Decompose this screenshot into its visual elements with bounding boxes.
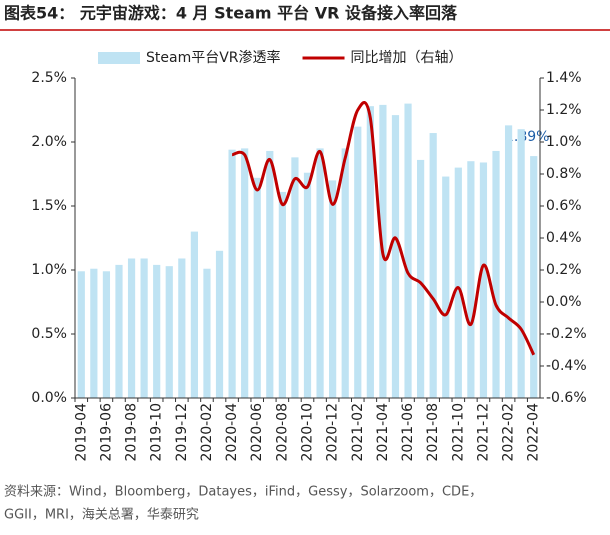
x-tick-label: 2021-06 xyxy=(400,403,416,462)
y2-tick-label: 0.2% xyxy=(546,262,582,278)
source: GGII，MRI，海关总署，华泰研究 xyxy=(4,508,199,523)
y-tick-label: 0.5% xyxy=(31,326,67,342)
bar xyxy=(140,258,148,398)
chart-title: 图表54： 元宇宙游戏：4 月 Steam 平台 VR 设备接入率回落 xyxy=(4,4,458,23)
bar xyxy=(215,250,224,398)
source: 资料来源：Wind，Bloomberg，Datayes，iFind，Gessy，… xyxy=(4,485,482,500)
bar xyxy=(316,148,324,398)
x-tick-label: 2021-12 xyxy=(475,403,491,462)
x-tick-label: 2022-02 xyxy=(501,403,517,462)
x-tick-label: 2021-02 xyxy=(350,403,366,462)
bar xyxy=(291,157,299,398)
y2-tick-label: -0.2% xyxy=(546,326,587,342)
x-tick-label: 2019-04 xyxy=(73,403,89,462)
bar xyxy=(354,126,362,398)
legend-swatch xyxy=(98,52,140,64)
bar xyxy=(517,129,525,398)
y2-tick-label: -0.4% xyxy=(546,358,587,374)
y-tick-label: 2.5% xyxy=(31,70,67,86)
bar xyxy=(454,167,462,398)
y2-tick-label: 1.4% xyxy=(546,70,582,86)
bar xyxy=(329,180,337,398)
annotation: 1.89% xyxy=(505,129,549,145)
bar xyxy=(178,258,186,398)
x-tick-label: 2021-04 xyxy=(375,403,391,462)
x-tick-label: 2021-10 xyxy=(450,403,466,462)
x-tick-label: 2020-02 xyxy=(199,403,215,462)
bar xyxy=(153,264,161,398)
x-tick-label: 2019-10 xyxy=(149,403,165,462)
bar xyxy=(429,133,437,399)
y2-tick-label: 1.2% xyxy=(546,102,582,118)
bar xyxy=(492,150,500,398)
bar xyxy=(115,264,123,398)
x-tick-label: 2020-12 xyxy=(325,403,341,462)
bar xyxy=(266,150,274,398)
y2-tick-label: 0.8% xyxy=(546,166,582,182)
x-tick-label: 2020-04 xyxy=(224,403,240,462)
y-tick-label: 1.5% xyxy=(31,198,67,214)
bar xyxy=(504,125,513,399)
bar xyxy=(479,162,488,398)
bar xyxy=(77,271,85,398)
y2-tick-label: -0.6% xyxy=(546,390,587,406)
bar xyxy=(253,177,261,398)
bar xyxy=(391,115,400,399)
bar xyxy=(530,156,538,398)
y2-tick-label: 0.0% xyxy=(546,294,582,310)
x-tick-label: 2019-06 xyxy=(98,403,114,462)
bar xyxy=(417,159,425,398)
x-tick-label: 2020-06 xyxy=(249,403,265,462)
x-tick-label: 2019-08 xyxy=(124,403,140,462)
x-tick-label: 2019-12 xyxy=(174,403,190,462)
bar xyxy=(404,103,412,398)
x-tick-label: 2021-08 xyxy=(425,403,441,462)
bar xyxy=(127,258,136,398)
y2-tick-label: 0.4% xyxy=(546,230,582,246)
bar xyxy=(90,268,98,398)
bar xyxy=(303,172,312,398)
bar xyxy=(190,231,198,398)
legend-label: 同比增加（右轴） xyxy=(351,50,463,66)
y-tick-label: 2.0% xyxy=(31,134,67,150)
bar xyxy=(341,148,349,398)
y-tick-label: 1.0% xyxy=(31,262,67,278)
bar xyxy=(241,148,249,398)
y2-tick-label: 0.6% xyxy=(546,198,582,214)
bar xyxy=(228,149,236,398)
x-tick-label: 2022-04 xyxy=(526,403,542,462)
legend-label: Steam平台VR渗透率 xyxy=(146,49,281,66)
bar xyxy=(467,161,475,398)
line xyxy=(231,100,536,356)
y2-tick-label: 1.0% xyxy=(546,134,582,150)
bar xyxy=(366,106,374,398)
bar xyxy=(203,268,211,398)
bar xyxy=(442,176,450,398)
bar xyxy=(102,271,111,398)
x-tick-label: 2020-10 xyxy=(300,403,316,462)
bar xyxy=(278,191,286,398)
x-tick-label: 2020-08 xyxy=(274,403,290,462)
y-tick-label: 0.0% xyxy=(31,390,67,406)
bar xyxy=(165,266,173,398)
